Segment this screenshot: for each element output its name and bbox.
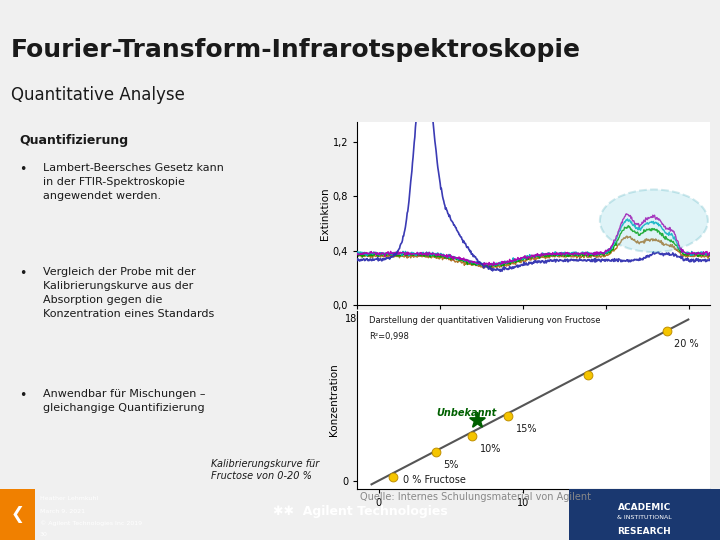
Text: •: • [19, 267, 27, 280]
Point [467, 432, 478, 441]
Point [387, 472, 399, 481]
Text: Heather Lehmkuhl: Heather Lehmkuhl [40, 496, 98, 502]
Text: Unbekannt: Unbekannt [436, 408, 497, 418]
Text: Vergleich der Probe mit der
Kalibrierungskurve aus der
Absorption gegen die
Konz: Vergleich der Probe mit der Kalibrierung… [43, 267, 215, 319]
Point [503, 411, 514, 420]
Text: Fourier-Transform-Infrarotspektroskopie: Fourier-Transform-Infrarotspektroskopie [11, 38, 581, 63]
Y-axis label: Extinktion: Extinktion [320, 187, 330, 240]
Text: Lambert-Beersches Gesetz kann
in der FTIR-Spektroskopie
angewendet werden.: Lambert-Beersches Gesetz kann in der FTI… [43, 163, 224, 201]
Text: 10%: 10% [480, 444, 501, 454]
Point [431, 448, 442, 457]
Point [582, 371, 593, 380]
Text: ❮: ❮ [10, 505, 24, 523]
Text: © Agilent Technologies Inc 2019: © Agilent Technologies Inc 2019 [40, 521, 142, 526]
Text: Darstellung der quantitativen Validierung von Fructose: Darstellung der quantitativen Validierun… [369, 316, 601, 325]
Text: 30: 30 [40, 532, 48, 537]
Text: Anwendbar für Mischungen –
gleichangige Quantifizierung: Anwendbar für Mischungen – gleichangige … [43, 389, 206, 413]
Text: Quelle: Internes Schulungsmaterial von Agilent: Quelle: Internes Schulungsmaterial von A… [360, 492, 591, 503]
Text: 0 % Fructose: 0 % Fructose [403, 475, 466, 485]
Text: & INSTITUTIONAL: & INSTITUTIONAL [617, 515, 672, 521]
Text: 15%: 15% [516, 424, 537, 434]
Text: ACADEMIC: ACADEMIC [618, 503, 671, 512]
Point [661, 326, 672, 335]
Text: Kalibrierungskurve für
Fructose von 0-20 %: Kalibrierungskurve für Fructose von 0-20… [211, 459, 319, 481]
Ellipse shape [600, 190, 708, 252]
Text: ✱✱  Agilent Technologies: ✱✱ Agilent Technologies [273, 505, 447, 518]
Text: R²=0,998: R²=0,998 [369, 332, 410, 341]
Point [471, 416, 482, 424]
Text: 20 %: 20 % [674, 339, 698, 349]
Y-axis label: Konzentration: Konzentration [329, 363, 339, 436]
Bar [569, 489, 720, 540]
Text: Quantitative Analyse: Quantitative Analyse [11, 86, 184, 104]
X-axis label: Wellenzahl (cm⁻¹): Wellenzahl (cm⁻¹) [487, 327, 580, 337]
Bar [0, 489, 35, 540]
Text: March 9, 2021: March 9, 2021 [40, 509, 85, 514]
Text: RESEARCH: RESEARCH [618, 526, 671, 536]
Text: •: • [19, 389, 27, 402]
Text: •: • [19, 163, 27, 176]
Text: Quantifizierung: Quantifizierung [19, 133, 129, 146]
Text: 5%: 5% [444, 460, 459, 470]
